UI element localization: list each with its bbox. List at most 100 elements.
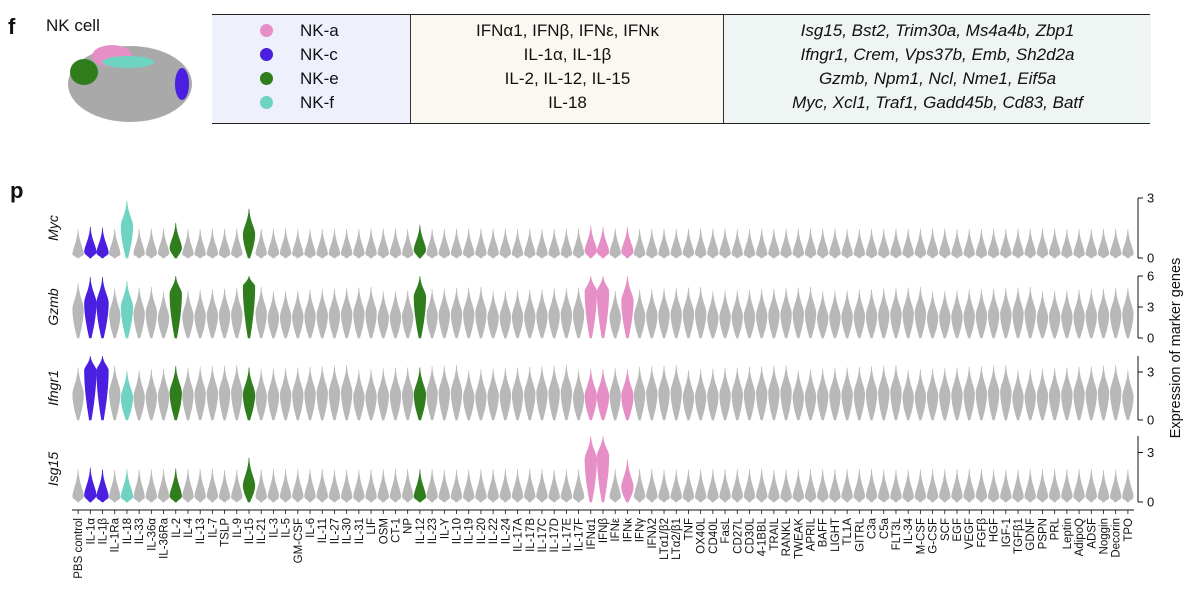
violin-myc bbox=[157, 228, 170, 259]
violin-myc bbox=[731, 229, 743, 259]
violin-gzmb bbox=[707, 291, 719, 339]
violin-isg15 bbox=[951, 469, 963, 503]
violin-myc bbox=[96, 227, 109, 259]
violin-ifngr1 bbox=[1097, 365, 1110, 421]
violin-myc bbox=[1097, 228, 1110, 259]
violin-ifngr1 bbox=[560, 364, 573, 421]
x-tick-label: IL-11 bbox=[317, 518, 329, 543]
violin-isg15 bbox=[133, 469, 145, 503]
x-tick-label: G-CSF bbox=[928, 518, 940, 554]
violin-isg15 bbox=[694, 469, 707, 503]
violin-ifngr1 bbox=[96, 355, 109, 421]
violin-isg15 bbox=[206, 468, 219, 503]
x-tick-label: EGF bbox=[952, 518, 964, 542]
umap-plot bbox=[68, 45, 192, 122]
x-tick-label: TPO bbox=[1123, 518, 1135, 542]
violin-ifngr1 bbox=[487, 368, 499, 421]
violin-gzmb bbox=[487, 291, 499, 339]
violin-gzmb bbox=[438, 288, 451, 339]
violin-isg15 bbox=[1048, 469, 1061, 503]
violin-myc bbox=[596, 226, 610, 259]
x-tick-label: Decorin bbox=[1111, 518, 1123, 558]
subtype-name: NK-f bbox=[300, 93, 334, 112]
violin-myc bbox=[584, 225, 597, 259]
table-row: NK-f bbox=[212, 91, 410, 115]
violin-gzmb bbox=[1061, 290, 1073, 339]
violin-isg15 bbox=[1109, 469, 1122, 503]
table-row: NK-a bbox=[212, 19, 410, 43]
violin-isg15 bbox=[1012, 469, 1024, 503]
violin-isg15 bbox=[878, 469, 890, 503]
violin-isg15 bbox=[242, 457, 256, 503]
violin-myc bbox=[755, 228, 768, 259]
violin-ifngr1 bbox=[633, 366, 646, 421]
violin-gzmb bbox=[914, 286, 927, 339]
violin-ifngr1 bbox=[231, 364, 243, 421]
violin-isg15 bbox=[939, 469, 951, 503]
violin-isg15 bbox=[340, 469, 353, 503]
violin-ifngr1 bbox=[1048, 368, 1061, 421]
x-tick-label: IL-10 bbox=[452, 518, 464, 544]
violin-gzmb bbox=[951, 290, 963, 339]
violin-gzmb bbox=[536, 289, 548, 339]
violin-ifngr1 bbox=[133, 370, 145, 421]
violin-myc bbox=[524, 229, 536, 259]
violin-ifngr1 bbox=[743, 366, 756, 421]
marker-column: Isg15, Bst2, Trim30a, Ms4a4b, Zbp1 Ifngr… bbox=[723, 15, 1151, 123]
violin-ifngr1 bbox=[389, 368, 402, 421]
violin-myc bbox=[719, 228, 731, 259]
violin-ifngr1 bbox=[365, 369, 377, 421]
violin-myc bbox=[621, 226, 634, 259]
cytokine-cell: IL-18 bbox=[548, 93, 587, 112]
violin-gzmb bbox=[621, 275, 634, 339]
x-tick-label: FLT3L bbox=[891, 517, 903, 550]
violin-isg15 bbox=[768, 469, 780, 503]
violin-isg15 bbox=[560, 469, 573, 503]
y-tick-label: 3 bbox=[1147, 445, 1154, 460]
x-tick-label: NP bbox=[403, 518, 415, 534]
x-tick-label: IL-22 bbox=[488, 518, 500, 544]
violin-isg15 bbox=[572, 469, 585, 503]
violin-ifngr1 bbox=[878, 365, 890, 421]
subtype-name: NK-c bbox=[300, 45, 338, 64]
subtype-table: NK-a NK-c NK-e NK-f IFNα1, IFNβ, IFNε, I… bbox=[212, 14, 1151, 124]
violin-ifngr1 bbox=[1024, 369, 1036, 421]
violin-myc bbox=[914, 228, 927, 259]
violin-isg15 bbox=[401, 469, 414, 503]
violin-isg15 bbox=[194, 468, 206, 503]
violin-gzmb bbox=[377, 291, 389, 339]
violin-ifngr1 bbox=[609, 368, 621, 421]
violin-isg15 bbox=[536, 468, 548, 503]
violin-myc bbox=[316, 228, 328, 259]
x-tick-label: CT-1 bbox=[390, 518, 402, 543]
x-tick-label: IL-36α bbox=[146, 518, 158, 551]
violin-isg15 bbox=[157, 469, 170, 503]
violin-myc bbox=[817, 228, 829, 259]
violin-ifngr1 bbox=[865, 366, 878, 421]
violin-gzmb bbox=[939, 290, 951, 339]
x-tick-label: PRL bbox=[1050, 517, 1062, 540]
violin-ifngr1 bbox=[584, 369, 597, 421]
violin-myc bbox=[231, 228, 243, 259]
violin-myc bbox=[426, 228, 438, 259]
violin-isg15 bbox=[426, 468, 438, 503]
x-tick-label: IFNε bbox=[610, 518, 622, 542]
violin-ifngr1 bbox=[646, 366, 658, 421]
violin-isg15 bbox=[438, 469, 451, 503]
violin-isg15 bbox=[817, 469, 829, 503]
x-tick-label: IL-17B bbox=[525, 518, 537, 552]
violin-isg15 bbox=[1097, 469, 1110, 503]
y-tick-label: 0 bbox=[1147, 331, 1154, 346]
violin-ifngr1 bbox=[377, 368, 389, 421]
violin-myc bbox=[328, 228, 341, 259]
violin-myc bbox=[633, 229, 646, 259]
x-tick-label: PSPN bbox=[1037, 518, 1049, 549]
violin-isg15 bbox=[499, 469, 512, 503]
violin-isg15 bbox=[524, 468, 536, 503]
violin-gzmb bbox=[133, 287, 145, 339]
violin-gzmb bbox=[267, 291, 280, 339]
x-tick-label: HGF bbox=[989, 518, 1001, 542]
violin-gzmb bbox=[145, 286, 158, 339]
violin-gzmb bbox=[316, 289, 328, 339]
